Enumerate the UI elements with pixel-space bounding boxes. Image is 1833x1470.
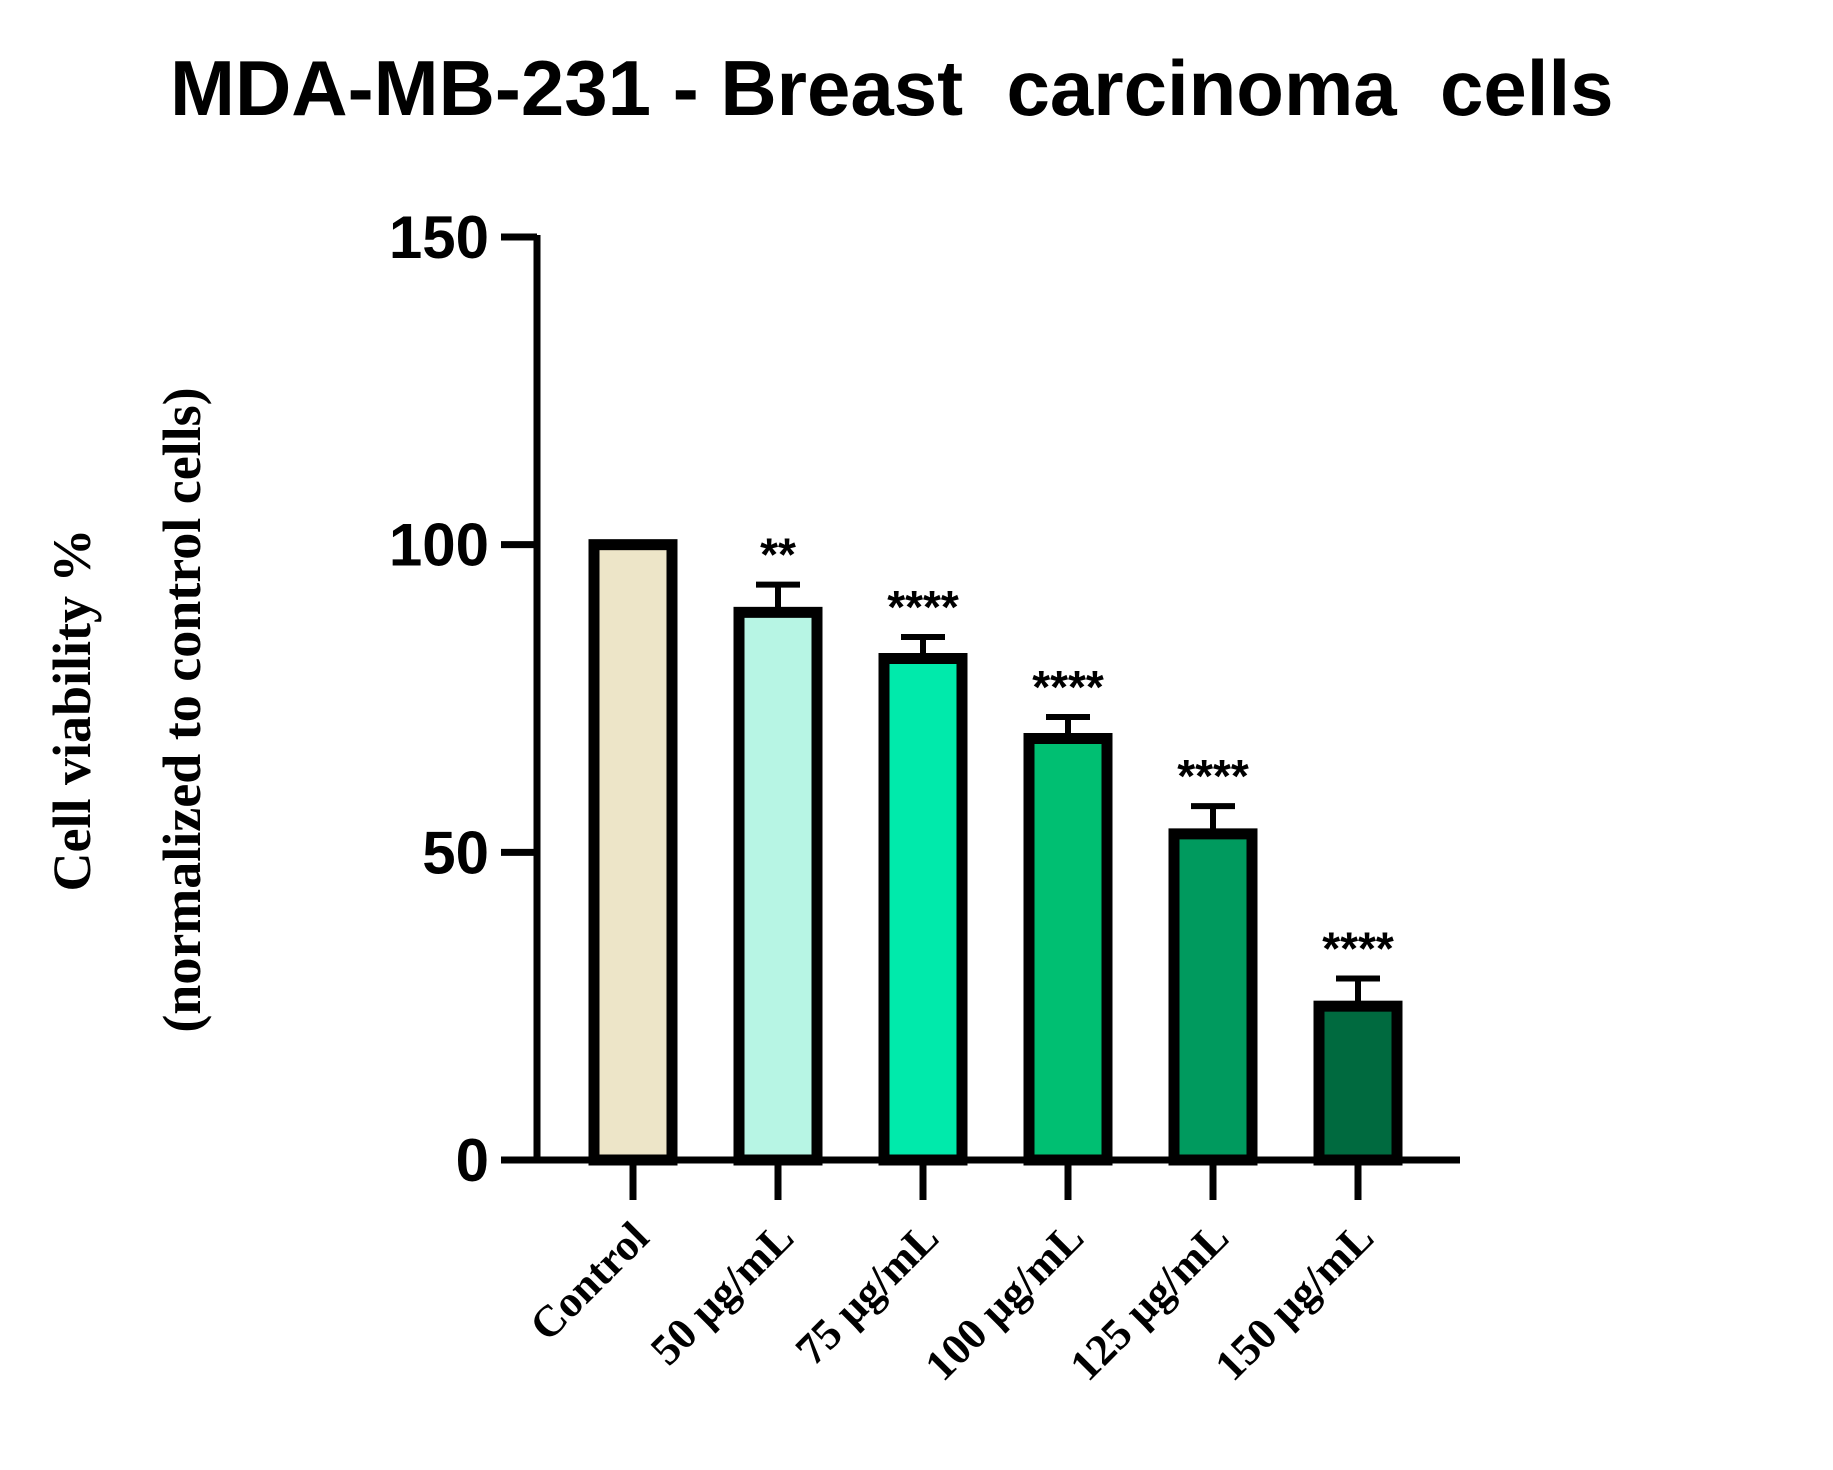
- x-tick-label: 100 μg/mL: [915, 1212, 1093, 1390]
- y-tick-label: 150: [389, 204, 489, 271]
- x-tick-label: 50 μg/mL: [641, 1212, 803, 1374]
- bar: [1313, 1000, 1403, 1166]
- y-axis-label-line1: Cell viability %: [42, 529, 102, 892]
- significance-label: ****: [1322, 922, 1394, 974]
- y-tick-label: 50: [422, 819, 489, 886]
- significance-label: **: [760, 529, 796, 581]
- x-tick-label: Control: [520, 1212, 658, 1350]
- y-axis-label-line2: (normalized to control cells): [152, 387, 212, 1032]
- chart-title: MDA-MB-231 - Breast carcinoma cells: [170, 44, 1614, 132]
- bar: [1023, 732, 1113, 1166]
- significance-label: ****: [1032, 661, 1104, 713]
- bar: [588, 539, 678, 1166]
- y-tick-label: 0: [456, 1127, 489, 1194]
- significance-label: ****: [1177, 750, 1249, 802]
- bar: [878, 653, 968, 1166]
- x-tick-label: 125 μg/mL: [1060, 1212, 1238, 1390]
- bar: [1168, 828, 1258, 1166]
- bar: [733, 606, 823, 1166]
- significance-label: ****: [887, 581, 959, 633]
- x-tick-label: 150 μg/mL: [1205, 1212, 1383, 1390]
- y-tick-label: 100: [389, 512, 489, 579]
